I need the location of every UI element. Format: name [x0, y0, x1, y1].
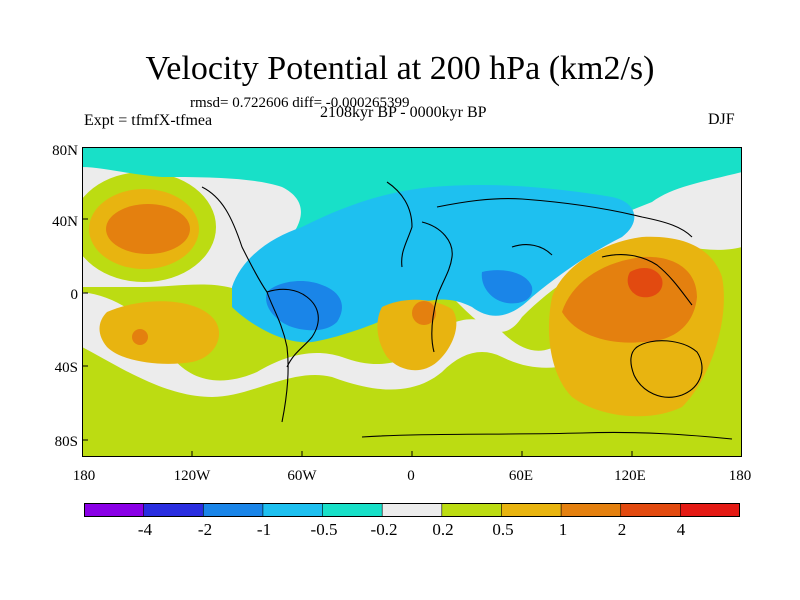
colorbar-cell — [381, 503, 443, 517]
colorbar-cell — [501, 503, 562, 517]
neutral-band-south — [82, 292, 622, 397]
colorbar-label: 0.2 — [432, 520, 454, 539]
colorbar-label: -0.5 — [310, 520, 338, 539]
pos-max-maritime-continent — [627, 267, 663, 298]
lat-label-40s: 40S — [54, 360, 78, 376]
colorbar-cell — [441, 503, 503, 517]
lat-label-80n: 80N — [52, 143, 78, 159]
lon-label-60w: 60W — [287, 468, 317, 484]
colorbar-cell — [262, 503, 324, 517]
colorbar-label: 4 — [676, 520, 686, 539]
colorbar-label: -4 — [137, 520, 153, 539]
pos-strong-indo-pacific — [562, 256, 697, 343]
neg-strong-africa — [481, 270, 533, 304]
colorbar-label: -2 — [197, 520, 213, 539]
colorbar-cell — [84, 503, 145, 517]
colorbar-label: 2 — [617, 520, 627, 539]
period-label: 2108kyr BP - 0000kyr BP — [320, 104, 487, 121]
pos-mid-south-atlantic — [377, 299, 457, 371]
lon-label-60e: 60E — [508, 468, 534, 484]
lon-label-120w: 120W — [173, 468, 211, 484]
pos-strong-south-pacific — [132, 329, 148, 345]
colorbar-cell — [202, 503, 264, 517]
coastlines — [201, 181, 733, 440]
colorbar-label: -0.2 — [370, 520, 398, 539]
pos-mid-south-pacific — [99, 301, 220, 364]
colorbar-label: -1 — [256, 520, 272, 539]
pos-strong-south-atlantic — [412, 301, 436, 325]
lat-label-eq: 0 — [70, 287, 79, 303]
lon-label-0: 0 — [407, 468, 415, 484]
lon-label-180w: 180 — [72, 468, 96, 484]
experiment-label: Expt = tfmfX-tfmea — [84, 112, 213, 129]
colorbar-cell — [680, 503, 740, 517]
lon-label-180e: 180 — [728, 468, 752, 484]
plot-title: Velocity Potential at 200 hPa (km2/s) — [145, 50, 655, 87]
colorbar-label: 1 — [558, 520, 568, 539]
lat-label-80s: 80S — [54, 434, 78, 450]
lon-label-120e: 120E — [614, 468, 646, 484]
colorbar-label: 0.5 — [492, 520, 514, 539]
neg-strong-americas — [266, 281, 342, 331]
velocity-potential-map — [82, 147, 742, 457]
colorbar-cell — [620, 503, 682, 517]
colorbar-cell — [322, 503, 383, 517]
axis-ticks — [82, 147, 633, 457]
colorbar — [84, 503, 740, 517]
colorbar-cell — [143, 503, 205, 517]
colorbar-cell — [560, 503, 622, 517]
season-label: DJF — [708, 111, 735, 128]
pos-strong-ne-pacific — [106, 204, 190, 254]
lat-label-40n: 40N — [52, 214, 78, 230]
stats-line: rmsd= 0.722606 diff= -0.000265399 — [190, 95, 410, 111]
